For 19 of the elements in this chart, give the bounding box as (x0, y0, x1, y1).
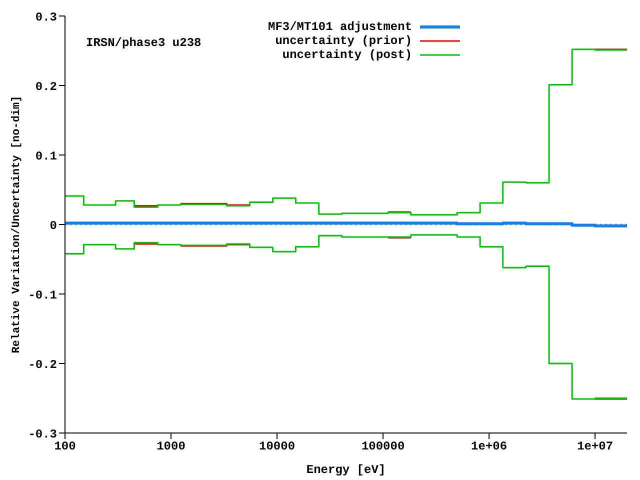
y-tick-label: -0.2 (28, 358, 57, 372)
y-tick-label: 0.1 (35, 149, 57, 164)
y-tick-label: 0.3 (35, 10, 57, 24)
x-tick-label: 1e+07 (577, 440, 614, 454)
y-tick-label: -0.3 (28, 427, 57, 442)
x-tick-label: 1000 (156, 440, 186, 454)
y-axis-title: Relative Variation/Uncertainty [no-dim] (10, 96, 23, 354)
x-tick-label: 100000 (361, 440, 405, 454)
y-tick-label: 0 (50, 218, 57, 233)
legend-label: MF3/MT101 adjustment (268, 20, 412, 34)
legend-label: uncertainty (prior) (275, 34, 412, 48)
y-tick-label: 0.2 (35, 80, 57, 94)
x-tick-label: 10000 (259, 440, 296, 454)
x-tick-label: 1e+06 (471, 440, 508, 454)
x-axis-title: Energy [eV] (306, 463, 386, 477)
y-tick-label: -0.1 (28, 288, 57, 302)
x-tick-label: 100 (54, 440, 76, 454)
legend-label: uncertainty (post) (282, 48, 412, 62)
annotation: IRSN/phase3 u238 (86, 36, 202, 50)
